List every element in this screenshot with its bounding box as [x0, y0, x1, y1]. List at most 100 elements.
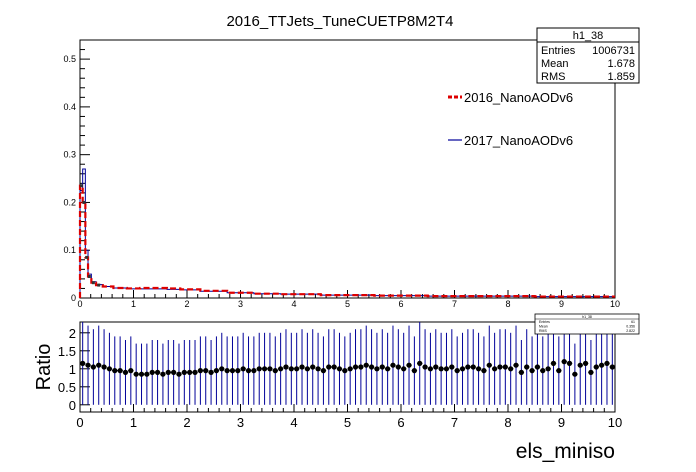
ratio-stats-name: h1_38	[582, 315, 592, 319]
ratio-point	[229, 368, 236, 374]
top-xtick-label: 10	[610, 299, 620, 309]
ratio-point	[406, 362, 412, 368]
ratio-point	[240, 366, 246, 372]
stats-entries-value: 1006731	[592, 45, 635, 57]
ratio-point	[395, 364, 401, 370]
ratio-point	[224, 368, 230, 374]
stats-rms-label: RMS	[541, 71, 565, 83]
ratio-point	[529, 368, 535, 374]
ratio-point	[470, 364, 476, 370]
ratio-point	[96, 362, 102, 368]
ratio-xtick-label: 4	[290, 415, 297, 430]
ratio-stats-entries-label: Entries	[539, 320, 550, 324]
ratio-point	[213, 368, 220, 374]
ratio-point	[443, 366, 450, 372]
ratio-point	[433, 364, 439, 370]
ratio-stats-entries-value: 61	[631, 320, 635, 324]
ratio-point	[374, 366, 380, 372]
ratio-point	[545, 366, 551, 372]
ratio-point	[320, 368, 327, 374]
ratio-point	[481, 368, 487, 374]
ratio-point	[582, 360, 589, 366]
ratio-point	[465, 364, 471, 370]
ratio-point	[342, 368, 348, 374]
ratio-xtick-label: 2	[183, 415, 190, 430]
ratio-point	[251, 368, 257, 374]
ratio-point	[459, 366, 466, 372]
ratio-point	[417, 360, 423, 366]
stats-mean-value: 1.678	[607, 58, 635, 70]
ratio-point	[304, 366, 310, 372]
top-frame	[79, 39, 616, 299]
ratio-point	[203, 368, 209, 374]
ratio-point	[577, 362, 583, 368]
ratio-xtick-label: 9	[558, 415, 565, 430]
series-point-2016	[91, 281, 95, 285]
ratio-point	[112, 368, 118, 374]
ratio-point	[144, 371, 150, 377]
ratio-point	[401, 366, 407, 372]
ratio-point	[336, 366, 343, 372]
stats-box: h1_38 Entries 1006731 Mean 1.678 RMS 1.8…	[536, 27, 640, 84]
ratio-xtick-label: 0	[76, 415, 83, 430]
ratio-point	[187, 369, 193, 375]
ratio-point	[101, 364, 107, 370]
series-point-2016	[87, 275, 91, 278]
ratio-point	[315, 366, 321, 372]
series-line-2016	[78, 184, 615, 298]
ratio-point	[368, 364, 375, 370]
ratio-point	[331, 364, 337, 370]
ratio-point	[609, 364, 615, 370]
top-ytick-label: 0.1	[63, 245, 76, 255]
ratio-point	[449, 364, 455, 370]
stats-mean-label: Mean	[541, 58, 569, 70]
ratio-point	[566, 360, 573, 366]
ratio-point	[310, 364, 316, 370]
top-xtick-label: 4	[291, 299, 296, 309]
top-xtick-label: 7	[452, 299, 457, 309]
series-point-2016	[82, 200, 86, 204]
ratio-point	[524, 364, 530, 370]
ratio-point	[572, 371, 578, 377]
ratio-point	[379, 364, 385, 370]
ratio-point	[492, 366, 498, 372]
ratio-point	[272, 368, 278, 374]
ratio-point	[219, 366, 225, 372]
top-xtick-label: 9	[559, 299, 564, 309]
top-ytick-label: 0	[71, 293, 76, 303]
ratio-point	[154, 369, 161, 375]
legend-label-2016: 2016_NanoAODv6	[464, 90, 573, 105]
ratio-stats-rms-label: RMS	[539, 329, 547, 333]
ratio-ytick-label: 0	[69, 398, 76, 413]
ratio-point	[588, 369, 594, 375]
series-line-2017	[79, 168, 615, 298]
ratio-xtick-label: 3	[237, 415, 244, 430]
top-ytick-label: 0.3	[63, 150, 76, 160]
chart-title: 2016_TTJets_TuneCUETP8M2T4	[226, 13, 453, 30]
stats-box-name: h1_38	[573, 30, 604, 42]
ratio-point	[256, 366, 262, 372]
ratio-point	[326, 364, 332, 370]
ratio-xtick-label: 5	[344, 415, 351, 430]
ratio-point	[278, 366, 284, 372]
ratio-point	[117, 368, 123, 374]
ratio-point	[347, 366, 353, 372]
ratio-point	[85, 362, 91, 368]
top-xtick-label: 0	[77, 299, 82, 309]
top-xtick-label: 5	[345, 299, 350, 309]
top-xtick-label: 2	[184, 299, 189, 309]
series-markers	[79, 184, 101, 287]
stats-box-frame	[536, 27, 640, 84]
ratio-point	[283, 364, 289, 370]
ratio-ytick-label: 2	[69, 326, 76, 341]
ratio-ytick-label: 1	[69, 362, 76, 377]
ratio-xtick-label: 7	[451, 415, 458, 430]
ratio-point	[518, 369, 524, 375]
ratio-ytick-label: 0.5	[58, 380, 76, 395]
ratio-point	[411, 368, 417, 374]
ratio-point	[534, 364, 541, 370]
ratio-point	[486, 362, 492, 368]
ratio-point	[593, 364, 599, 370]
top-xtick-label: 8	[505, 299, 510, 309]
ratio-point	[427, 366, 434, 372]
